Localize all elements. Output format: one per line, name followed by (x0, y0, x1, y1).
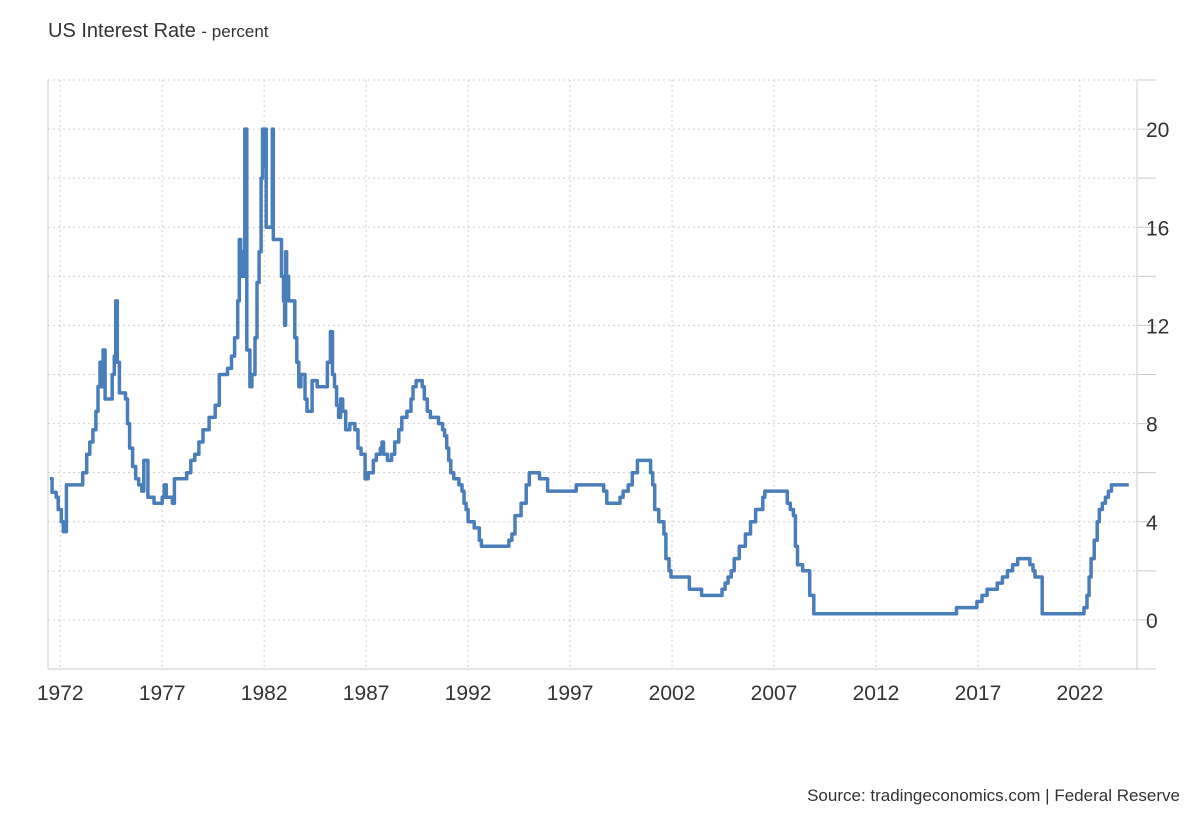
y-tick-label: 12 (1146, 315, 1169, 338)
y-tick-label: 8 (1146, 414, 1158, 437)
axes (47, 79, 1156, 670)
x-tick-label: 1972 (37, 682, 84, 705)
chart-title-text: US Interest Rate (48, 20, 196, 42)
y-tick-label: 4 (1146, 512, 1158, 535)
source-note: Source: tradingeconomics.com | Federal R… (807, 786, 1180, 805)
grid (48, 79, 1137, 669)
x-tick-label: 1987 (343, 682, 390, 705)
x-tick-label: 1992 (445, 682, 492, 705)
y-tick-label: 20 (1146, 119, 1169, 142)
x-tick-label: 1982 (241, 682, 288, 705)
chart-title: US Interest Rate - percent (48, 20, 269, 43)
y-tick-label: 16 (1146, 217, 1169, 240)
y-tick-label: 0 (1146, 610, 1158, 633)
x-tick-label: 2002 (649, 682, 696, 705)
x-tick-label: 2017 (955, 682, 1002, 705)
x-tick-label: 1997 (547, 682, 594, 705)
series (50, 127, 1129, 616)
x-tick-label: 1977 (139, 682, 186, 705)
tick-labels: 0 4 8 12 16 20 1972 1977 1982 1987 1992 1997 2002 200… (37, 119, 1169, 705)
x-tick-label: 2012 (853, 682, 900, 705)
x-tick-label: 2007 (751, 682, 798, 705)
chart-subtitle: - percent (201, 22, 269, 41)
interest-rate-line (50, 127, 1129, 616)
x-tick-label: 2022 (1057, 682, 1104, 705)
